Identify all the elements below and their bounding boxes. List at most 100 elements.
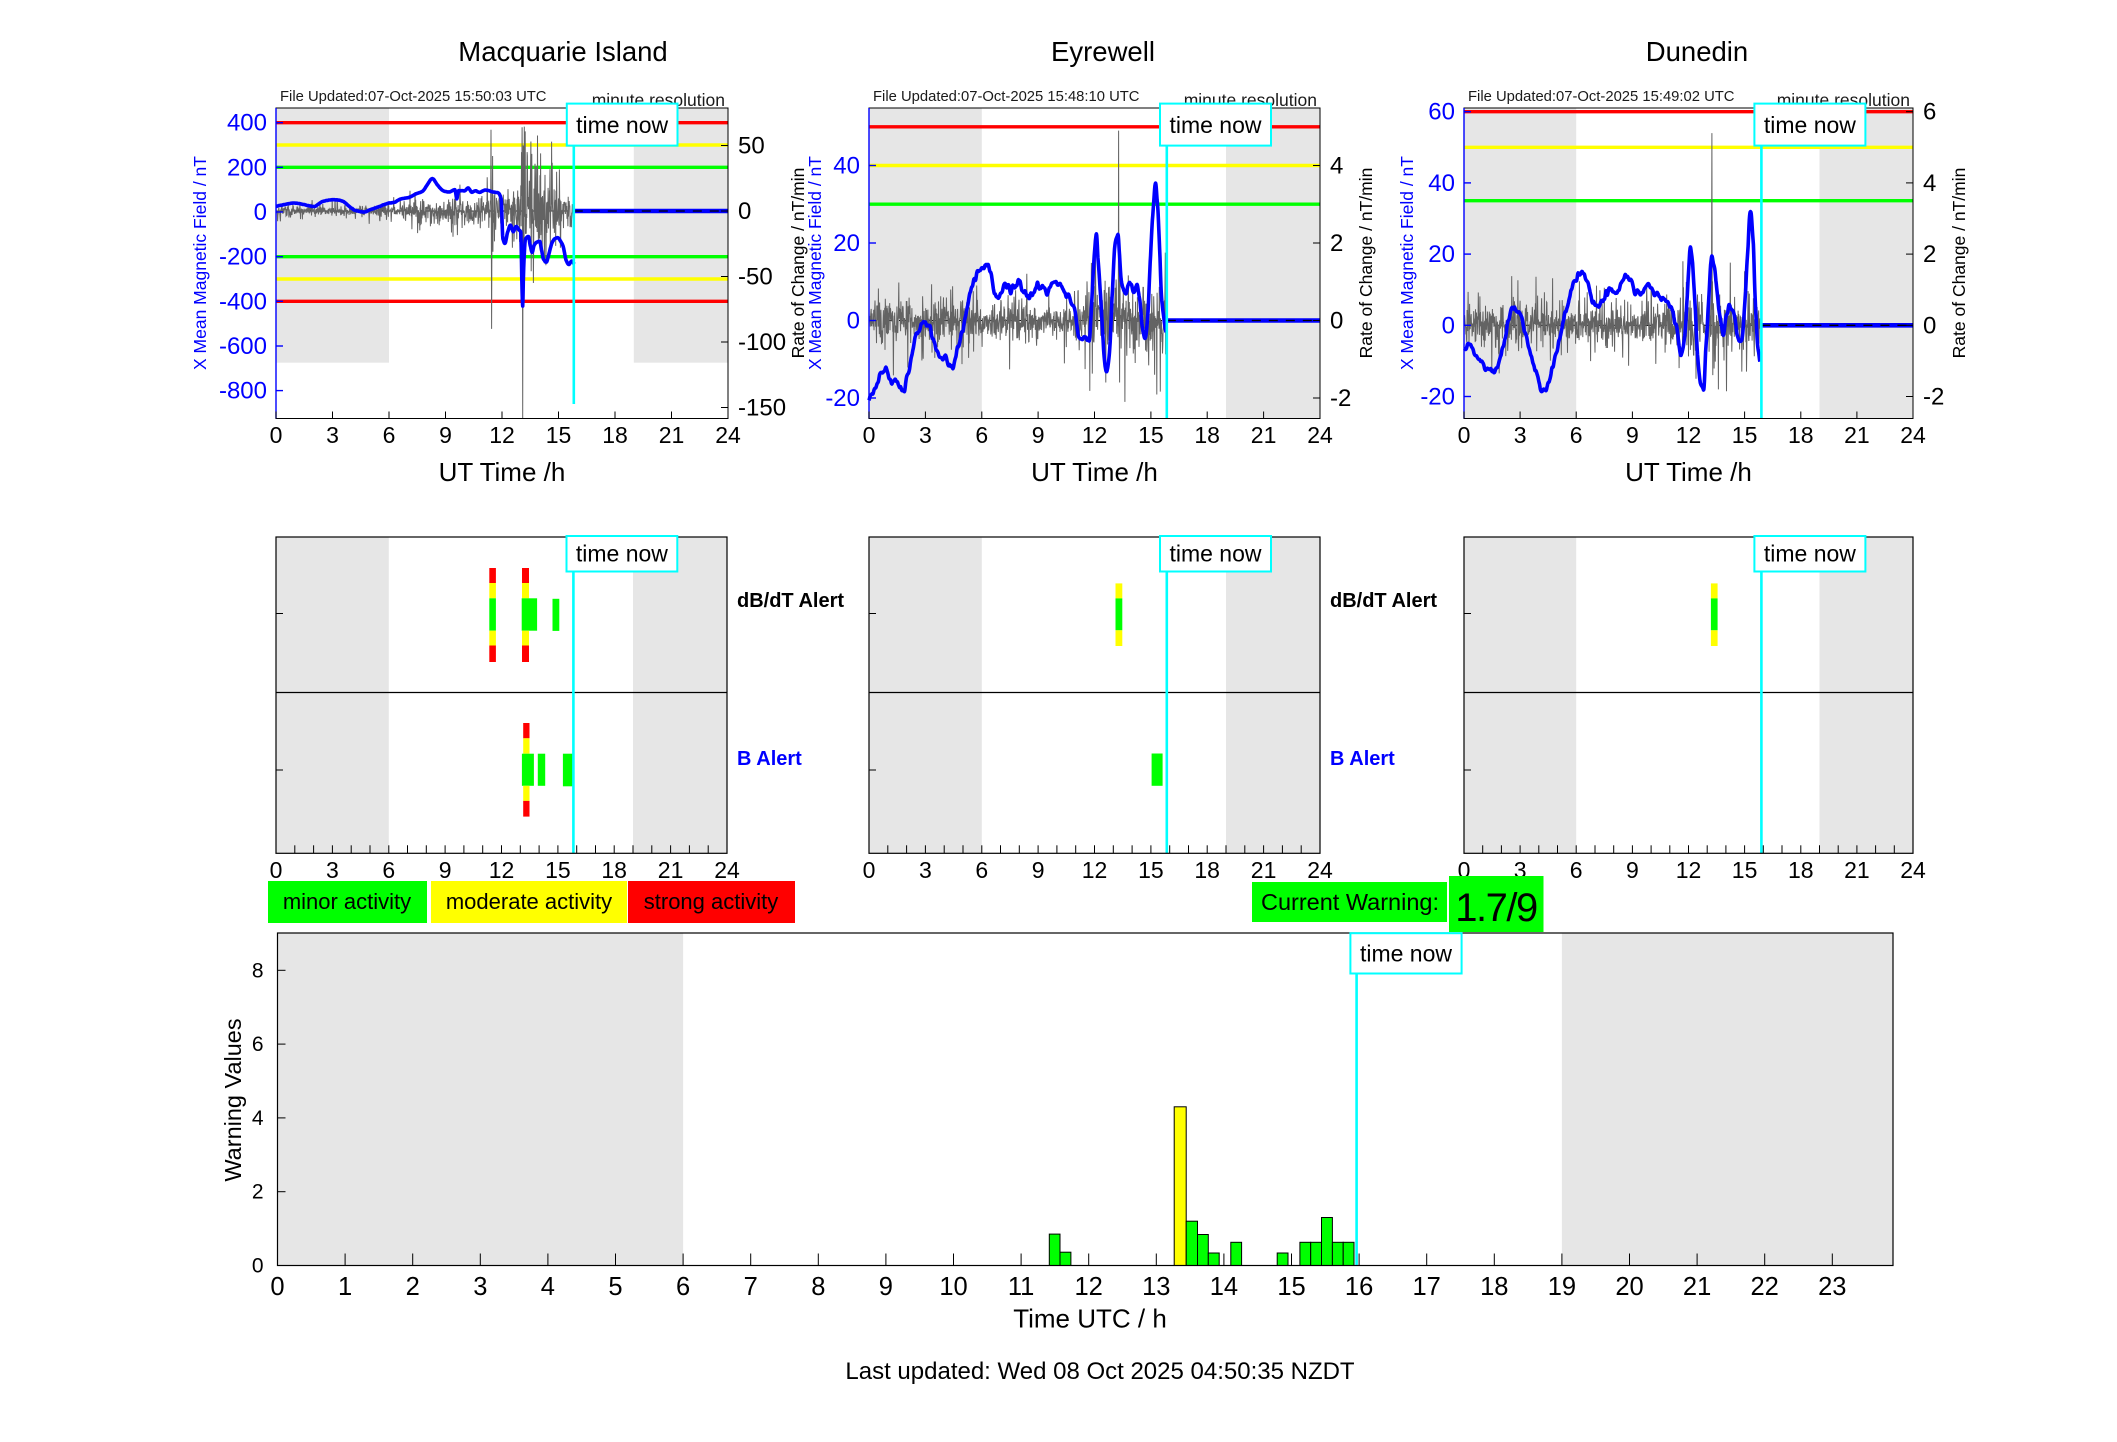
svg-text:0: 0 bbox=[270, 857, 283, 883]
svg-text:File Updated:07-Oct-2025 15:49: File Updated:07-Oct-2025 15:49:02 UTC bbox=[1468, 89, 1735, 105]
svg-text:3: 3 bbox=[1514, 422, 1527, 448]
svg-text:24: 24 bbox=[1900, 422, 1926, 448]
svg-text:15: 15 bbox=[1732, 857, 1758, 883]
svg-text:Last updated: Wed 08 Oct 2025: Last updated: Wed 08 Oct 2025 04:50:35 N… bbox=[845, 1358, 1355, 1385]
svg-text:22: 22 bbox=[1751, 1273, 1779, 1301]
svg-text:-800: -800 bbox=[219, 378, 267, 405]
svg-text:21: 21 bbox=[1251, 857, 1277, 883]
svg-text:Rate of Change / nT/min: Rate of Change / nT/min bbox=[1356, 168, 1376, 359]
svg-text:8: 8 bbox=[252, 959, 264, 982]
svg-text:9: 9 bbox=[439, 857, 452, 883]
svg-text:9: 9 bbox=[879, 1273, 893, 1301]
svg-text:24: 24 bbox=[1900, 857, 1926, 883]
svg-text:18: 18 bbox=[1194, 857, 1220, 883]
svg-text:3: 3 bbox=[326, 422, 339, 448]
svg-text:-400: -400 bbox=[219, 288, 267, 315]
svg-text:-600: -600 bbox=[219, 333, 267, 360]
svg-text:-20: -20 bbox=[825, 385, 860, 412]
svg-text:time now: time now bbox=[1360, 941, 1452, 967]
svg-text:15: 15 bbox=[1732, 422, 1758, 448]
svg-text:40: 40 bbox=[1428, 170, 1455, 197]
svg-text:21: 21 bbox=[658, 857, 684, 883]
svg-text:20: 20 bbox=[1615, 1273, 1643, 1301]
svg-text:15: 15 bbox=[546, 422, 572, 448]
svg-text:18: 18 bbox=[1788, 857, 1814, 883]
svg-text:21: 21 bbox=[1844, 857, 1870, 883]
svg-text:12: 12 bbox=[1082, 857, 1108, 883]
svg-text:time now: time now bbox=[1169, 541, 1261, 567]
svg-text:14: 14 bbox=[1210, 1273, 1238, 1301]
svg-text:12: 12 bbox=[1676, 422, 1702, 448]
svg-text:2: 2 bbox=[1330, 230, 1343, 257]
svg-text:7: 7 bbox=[744, 1273, 758, 1301]
svg-text:18: 18 bbox=[1788, 422, 1814, 448]
svg-text:12: 12 bbox=[1082, 422, 1108, 448]
svg-text:9: 9 bbox=[439, 422, 452, 448]
svg-text:6: 6 bbox=[676, 1273, 690, 1301]
svg-text:4: 4 bbox=[1923, 170, 1936, 197]
svg-text:6: 6 bbox=[1570, 422, 1583, 448]
svg-text:0: 0 bbox=[252, 1255, 264, 1278]
svg-text:-100: -100 bbox=[738, 329, 786, 356]
svg-text:9: 9 bbox=[1032, 422, 1045, 448]
svg-text:0: 0 bbox=[1442, 312, 1455, 339]
svg-text:13: 13 bbox=[1142, 1273, 1170, 1301]
svg-text:X Mean Magnetic Field / nT: X Mean Magnetic Field / nT bbox=[190, 156, 210, 370]
svg-text:Macquarie Island: Macquarie Island bbox=[458, 36, 667, 67]
svg-text:0: 0 bbox=[1458, 422, 1471, 448]
svg-text:0: 0 bbox=[863, 857, 876, 883]
svg-text:6: 6 bbox=[383, 422, 396, 448]
svg-text:-2: -2 bbox=[1923, 384, 1944, 411]
svg-text:18: 18 bbox=[602, 422, 628, 448]
svg-text:0: 0 bbox=[270, 422, 283, 448]
svg-text:3: 3 bbox=[473, 1273, 487, 1301]
svg-text:-20: -20 bbox=[1420, 384, 1455, 411]
svg-text:40: 40 bbox=[833, 153, 860, 180]
svg-text:6: 6 bbox=[975, 422, 988, 448]
svg-text:0: 0 bbox=[1923, 312, 1936, 339]
svg-text:UT Time /h: UT Time /h bbox=[1625, 457, 1752, 487]
svg-text:6: 6 bbox=[1570, 857, 1583, 883]
svg-text:X Mean Magnetic Field / nT: X Mean Magnetic Field / nT bbox=[805, 156, 825, 370]
svg-text:Current Warning:: Current Warning: bbox=[1261, 889, 1439, 915]
svg-text:60: 60 bbox=[1428, 99, 1455, 126]
svg-text:6: 6 bbox=[382, 857, 395, 883]
svg-text:4: 4 bbox=[541, 1273, 555, 1301]
svg-text:-150: -150 bbox=[738, 395, 786, 422]
svg-text:File Updated:07-Oct-2025 15:48: File Updated:07-Oct-2025 15:48:10 UTC bbox=[873, 89, 1140, 105]
svg-text:6: 6 bbox=[1923, 99, 1936, 126]
svg-text:-200: -200 bbox=[219, 244, 267, 271]
svg-text:-2: -2 bbox=[1330, 385, 1351, 412]
svg-text:4: 4 bbox=[1330, 153, 1343, 180]
svg-text:21: 21 bbox=[1844, 422, 1870, 448]
svg-text:200: 200 bbox=[227, 154, 267, 181]
svg-text:50: 50 bbox=[738, 133, 765, 160]
svg-text:16: 16 bbox=[1345, 1273, 1373, 1301]
svg-text:23: 23 bbox=[1818, 1273, 1846, 1301]
svg-text:0: 0 bbox=[847, 308, 860, 335]
svg-text:3: 3 bbox=[919, 422, 932, 448]
svg-text:8: 8 bbox=[811, 1273, 825, 1301]
svg-text:12: 12 bbox=[489, 857, 515, 883]
svg-text:4: 4 bbox=[252, 1107, 264, 1130]
svg-text:15: 15 bbox=[1277, 1273, 1305, 1301]
svg-text:9: 9 bbox=[1626, 857, 1639, 883]
svg-text:0: 0 bbox=[1330, 308, 1343, 335]
svg-text:6: 6 bbox=[252, 1033, 264, 1056]
svg-text:3: 3 bbox=[326, 857, 339, 883]
svg-text:time now: time now bbox=[1764, 112, 1856, 138]
svg-text:20: 20 bbox=[1428, 241, 1455, 268]
svg-text:Time UTC / h: Time UTC / h bbox=[1013, 1304, 1167, 1334]
svg-text:6: 6 bbox=[975, 857, 988, 883]
svg-text:Eyrewell: Eyrewell bbox=[1051, 36, 1155, 67]
svg-text:11: 11 bbox=[1008, 1273, 1034, 1301]
svg-text:24: 24 bbox=[715, 422, 741, 448]
svg-text:24: 24 bbox=[1307, 857, 1333, 883]
svg-text:24: 24 bbox=[714, 857, 740, 883]
svg-text:12: 12 bbox=[1075, 1273, 1103, 1301]
svg-text:10: 10 bbox=[939, 1273, 967, 1301]
svg-text:0: 0 bbox=[270, 1273, 284, 1301]
svg-text:19: 19 bbox=[1548, 1273, 1576, 1301]
svg-text:12: 12 bbox=[489, 422, 515, 448]
svg-text:minor activity: minor activity bbox=[283, 889, 411, 914]
